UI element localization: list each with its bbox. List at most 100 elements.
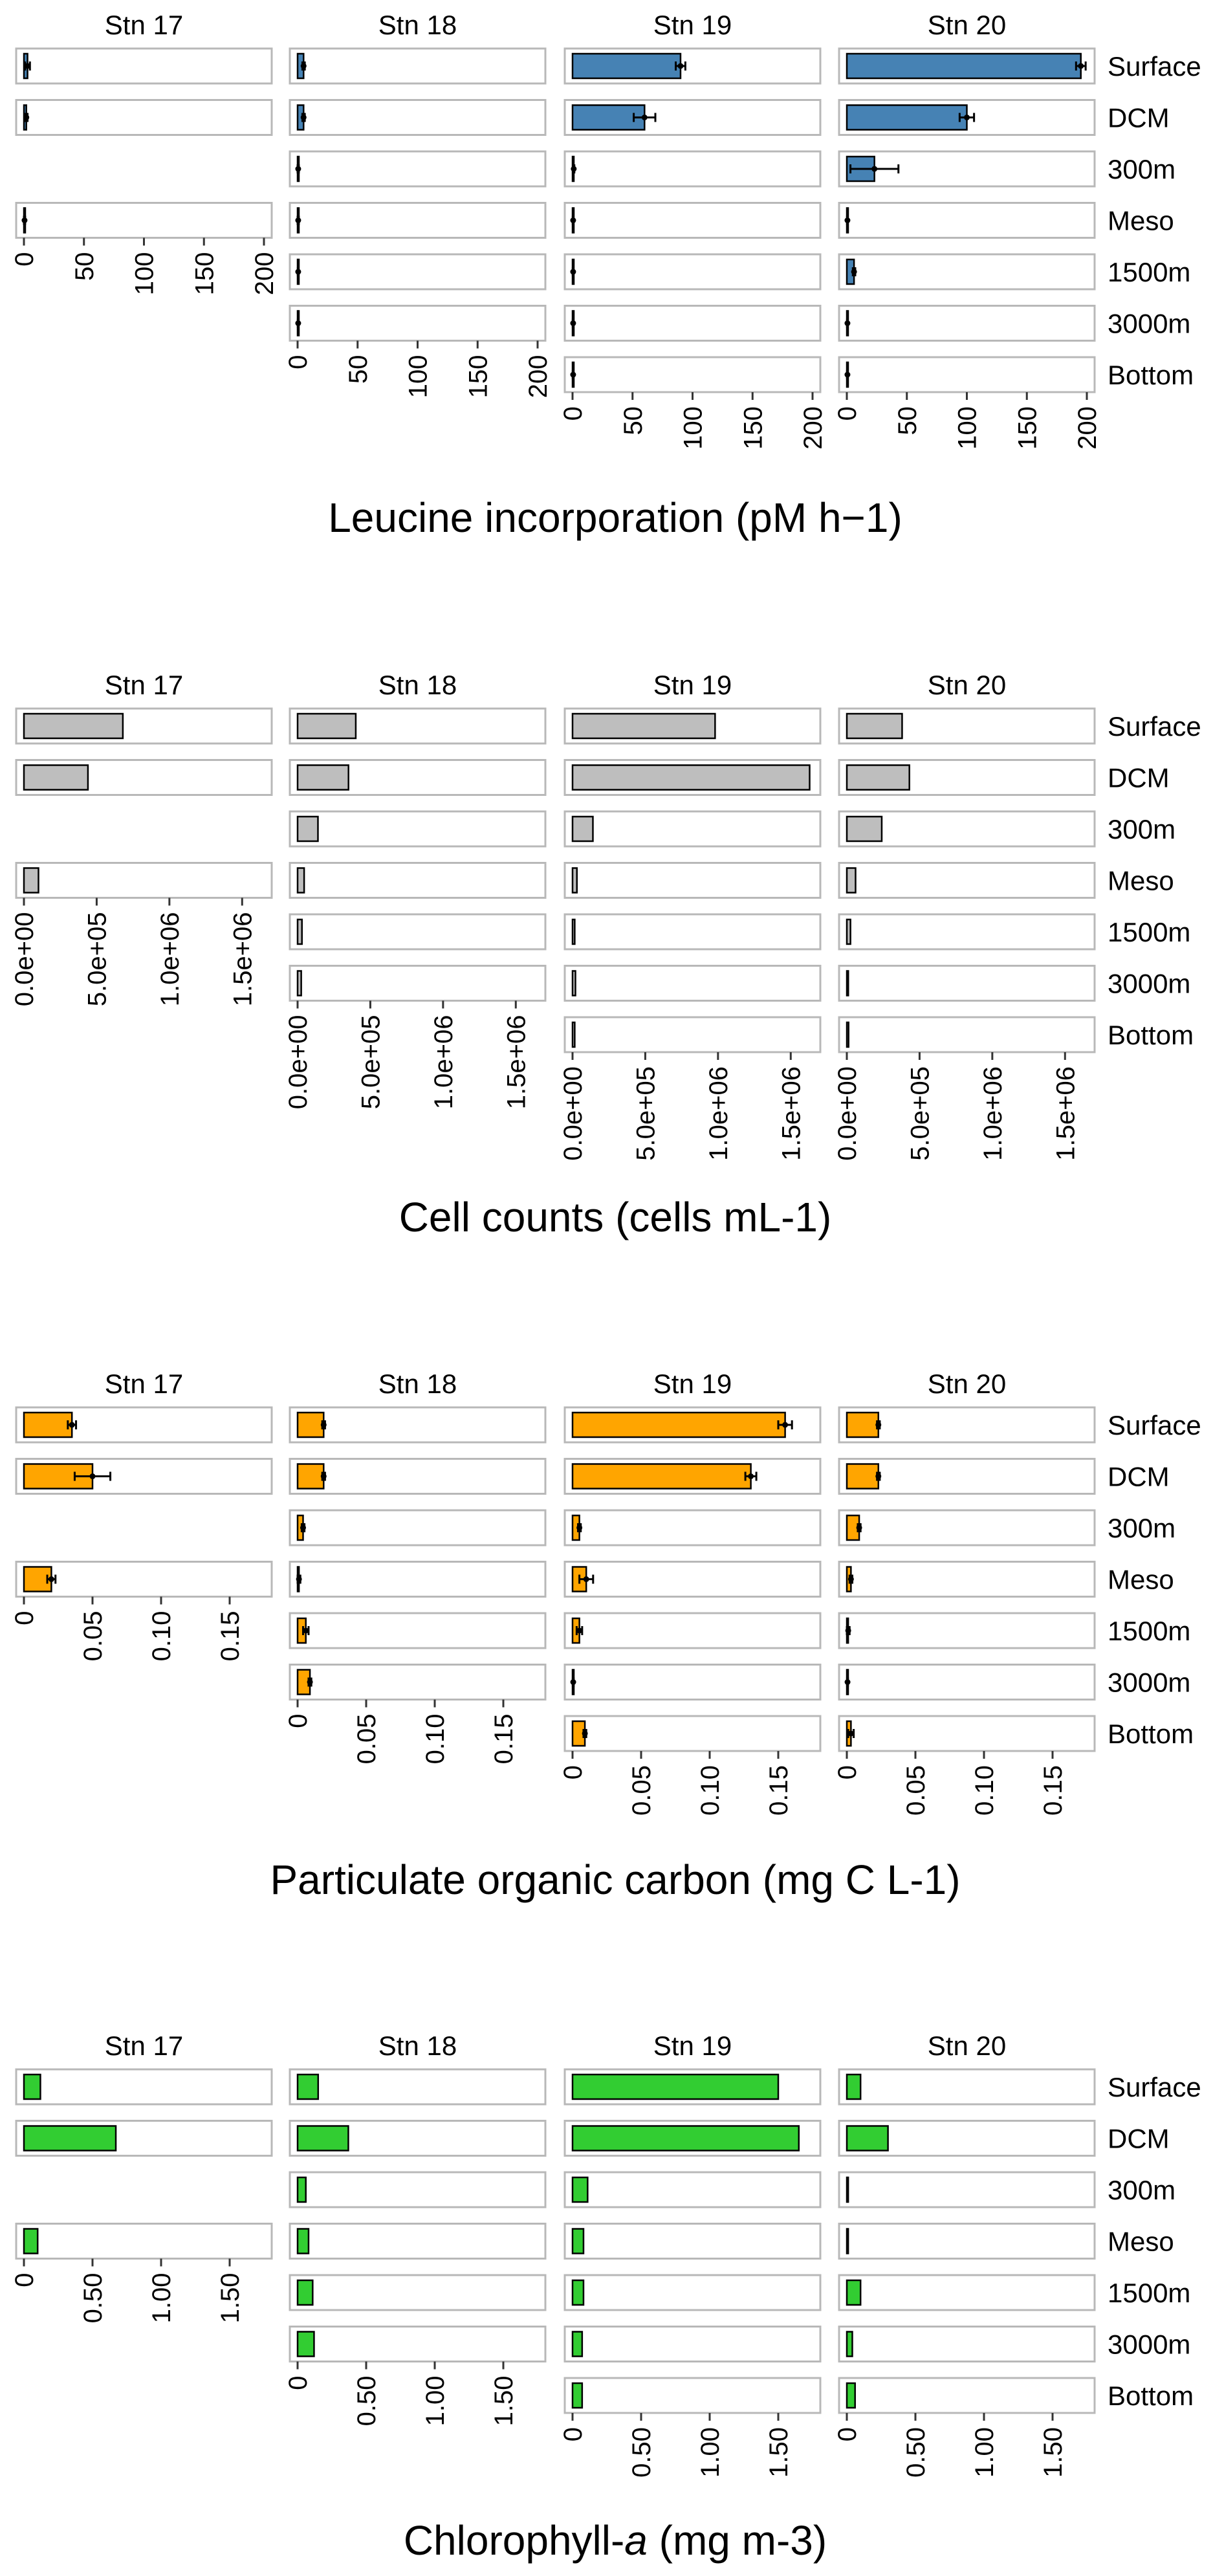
x-tick-label: 0 <box>559 1765 587 1779</box>
x-tick-label: 0.15 <box>216 1611 245 1662</box>
bar-mark <box>296 918 303 945</box>
bar-mark <box>571 2073 780 2100</box>
x-tick-label: 200 <box>799 406 827 450</box>
depth-row-label: 1500m <box>1108 1616 1190 1646</box>
depth-row-label: Meso <box>1108 866 1174 896</box>
panel-cell <box>838 2068 1096 2106</box>
depth-row-label: Surface <box>1108 711 1201 742</box>
mean-point <box>307 1679 313 1685</box>
x-tick-label: 5.0e+05 <box>906 1066 934 1161</box>
depth-row-label: 3000m <box>1108 1668 1190 1698</box>
panel-cell <box>15 202 273 239</box>
x-tick-label: 0 <box>833 1765 862 1779</box>
panel-cell <box>563 913 822 951</box>
mean-point <box>782 1422 789 1428</box>
panel-cell <box>15 2068 273 2106</box>
station-strip-label: Stn 20 <box>928 10 1006 40</box>
title-part: Chlorophyll- <box>404 2517 624 2564</box>
panel-cell <box>563 1509 822 1547</box>
title-part: Cell counts (cells mL-1) <box>399 1194 832 1240</box>
bar-mark <box>296 867 305 894</box>
x-tick-label: 5.0e+05 <box>631 1066 660 1161</box>
mean-point <box>583 1576 589 1582</box>
chart-axis-title: Cell counts (cells mL-1) <box>399 1194 832 1240</box>
panel-cell <box>563 356 822 393</box>
mean-point <box>570 371 576 378</box>
panel-cell <box>838 2326 1096 2362</box>
bar-mark <box>846 1411 880 1438</box>
title-italic-part: a <box>624 2517 648 2564</box>
panel-cell <box>563 965 822 1002</box>
x-tick-label: 0.10 <box>421 1714 450 1765</box>
x-tick-label: 200 <box>1073 406 1102 450</box>
mean-point <box>845 1627 851 1634</box>
panel-cell <box>563 2326 822 2362</box>
station-strip-label: Stn 18 <box>378 10 457 40</box>
mean-point <box>295 320 301 326</box>
mean-point <box>576 1627 583 1634</box>
station-strip-label: Stn 19 <box>653 1369 732 1399</box>
bar-mark <box>296 1463 325 1490</box>
mean-point <box>300 115 307 120</box>
title-part: Leucine incorporation (pM h−1) <box>328 494 902 541</box>
x-tick-label: 0.05 <box>628 1765 656 1816</box>
x-tick-label: 0 <box>10 252 39 267</box>
chart-axis-title: Leucine incorporation (pM h−1) <box>328 494 902 541</box>
bar-mark <box>846 2331 853 2357</box>
panel-cell <box>563 253 822 291</box>
bar-mark <box>296 712 357 740</box>
panel-cell <box>563 810 822 848</box>
bar-mark <box>846 2228 849 2254</box>
panel-cell <box>563 2274 822 2311</box>
x-tick-label: 0.50 <box>902 2427 930 2478</box>
bar-mark <box>296 815 319 842</box>
bar-mark <box>846 1463 880 1490</box>
mean-point <box>295 269 301 275</box>
depth-row-label: 300m <box>1108 1513 1175 1543</box>
chart-3: Stn 17 Stn 18 Stn 19 Stn 20 Surface DCM 300m Me… <box>10 2031 1201 2564</box>
x-tick-label: 0.0e+00 <box>10 912 39 1007</box>
mean-point <box>295 166 301 172</box>
depth-row-label: Meso <box>1108 2227 1174 2257</box>
mean-point <box>295 217 301 223</box>
x-tick-label: 50 <box>344 355 373 384</box>
bar-mark <box>296 2228 310 2254</box>
x-tick-label: 1.5e+06 <box>228 912 257 1007</box>
bar-mark <box>571 2176 589 2203</box>
x-tick-label: 1.50 <box>765 2427 793 2478</box>
panel-cell <box>838 305 1096 342</box>
bar-mark <box>571 2382 584 2409</box>
bar-mark <box>571 712 716 740</box>
depth-row-label: 300m <box>1108 2175 1175 2205</box>
bar-mark <box>571 867 578 894</box>
bar-mark <box>571 764 811 791</box>
x-tick-label: 150 <box>464 355 492 399</box>
mean-point <box>571 166 577 172</box>
mean-point <box>844 217 851 223</box>
bar-mark <box>846 712 903 740</box>
station-strip-label: Stn 19 <box>653 10 732 40</box>
x-tick-label: 0.15 <box>1039 1765 1067 1816</box>
x-tick-label: 0.10 <box>970 1765 999 1816</box>
bar-mark <box>571 52 682 80</box>
panel-cell <box>838 913 1096 951</box>
depth-row-label: Bottom <box>1108 360 1194 390</box>
x-tick-label: 0.0e+00 <box>559 1066 587 1161</box>
station-strip-label: Stn 17 <box>105 10 183 40</box>
bar-mark <box>296 2331 315 2357</box>
panel-cell <box>289 965 547 1002</box>
mean-point <box>964 115 970 120</box>
panel-cell <box>563 2377 822 2414</box>
x-tick-label: 150 <box>1013 406 1042 450</box>
bar-mark <box>846 867 857 894</box>
x-tick-label: 0.0e+00 <box>833 1066 862 1161</box>
x-tick-label: 1.5e+06 <box>777 1066 805 1161</box>
panel-cell <box>15 2223 273 2260</box>
mean-point <box>851 269 857 275</box>
panel-cell <box>563 2171 822 2208</box>
mean-point <box>25 63 31 69</box>
panel-cell <box>289 202 547 239</box>
panel-cell <box>838 1509 1096 1547</box>
x-tick-label: 100 <box>679 406 708 450</box>
x-tick-label: 1.0e+06 <box>430 1015 458 1110</box>
